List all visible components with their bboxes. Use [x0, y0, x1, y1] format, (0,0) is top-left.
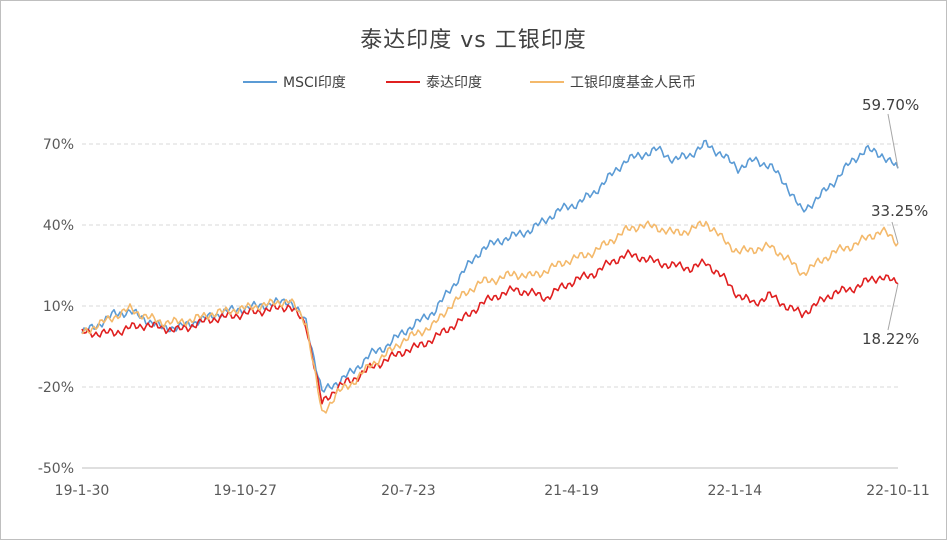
y-tick-label: -20% — [38, 380, 74, 396]
series-line-1 — [81, 249, 899, 405]
legend-swatch-taida — [386, 81, 420, 83]
chart-title: 泰达印度 vs 工银印度 — [360, 28, 587, 53]
y-tick-label: 10% — [43, 299, 74, 315]
y-tick-label: 70% — [43, 137, 74, 153]
x-tick-label: 19-10-27 — [213, 483, 277, 499]
legend-label-msci: MSCI印度 — [283, 75, 346, 91]
end-label-taida: 18.22% — [862, 330, 919, 348]
end-label-msci: 59.70% — [862, 96, 919, 114]
x-tick-label: 22-1-14 — [707, 483, 762, 499]
x-tick-label: 19-1-30 — [55, 483, 110, 499]
end-label-icbc: 33.25% — [871, 202, 928, 220]
series-line-2 — [81, 220, 899, 414]
legend-swatch-msci — [243, 81, 277, 83]
y-tick-label: 40% — [43, 218, 74, 234]
y-tick-label: -50% — [38, 461, 74, 477]
leader-line-msci — [887, 113, 899, 169]
x-tick-label: 22-10-11 — [866, 483, 930, 499]
legend-label-icbc: 工银印度基金人民币 — [570, 75, 696, 91]
legend-swatch-icbc — [530, 81, 564, 83]
leader-line-icbc — [891, 221, 899, 244]
series-line-0 — [81, 139, 899, 393]
legend-item-icbc: 工银印度基金人民币 — [530, 72, 696, 92]
leader-line-taida — [887, 283, 899, 331]
legend-label-taida: 泰达印度 — [426, 75, 482, 91]
legend: MSCI印度 泰达印度 工银印度基金人民币 — [0, 72, 947, 94]
legend-item-taida: 泰达印度 — [386, 72, 482, 92]
x-tick-label: 21-4-19 — [544, 483, 599, 499]
x-tick-label: 20-7-23 — [381, 483, 436, 499]
legend-item-msci: MSCI印度 — [243, 72, 346, 92]
